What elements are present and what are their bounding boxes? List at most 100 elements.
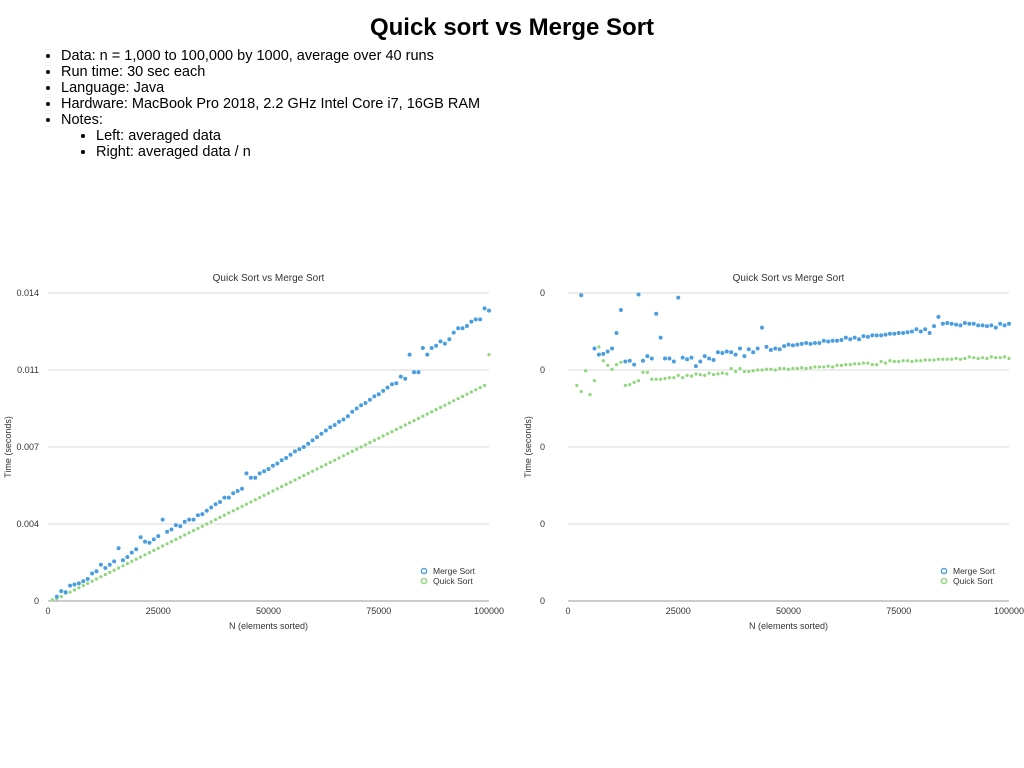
quick-point <box>403 423 407 427</box>
quick-point <box>831 365 835 369</box>
merge-point <box>213 502 218 507</box>
quick-point <box>632 380 636 384</box>
quick-point <box>116 566 121 570</box>
merge-point <box>936 314 941 319</box>
merge-point <box>954 322 959 327</box>
merge-point <box>592 346 597 351</box>
merge-point <box>742 354 747 359</box>
merge-point <box>381 388 386 393</box>
legend-marker <box>940 577 948 585</box>
bullet-item: Data: n = 1,000 to 100,000 by 1000, aver… <box>61 48 480 64</box>
quick-point <box>59 595 63 599</box>
merge-point <box>848 337 853 342</box>
merge-point <box>852 335 857 340</box>
quick-point <box>584 369 588 373</box>
merge-point <box>134 547 139 552</box>
x-tick-label: 50000 <box>776 606 801 616</box>
quick-point <box>985 356 989 361</box>
quick-point <box>826 364 830 368</box>
merge-point <box>958 323 963 328</box>
quick-point <box>1007 356 1011 361</box>
merge-point <box>949 321 954 326</box>
quick-point <box>416 416 421 420</box>
quick-point <box>125 562 129 566</box>
quick-point <box>319 465 324 469</box>
merge-point <box>456 326 461 331</box>
quick-point <box>976 356 980 361</box>
merge-point <box>292 449 297 454</box>
quick-point <box>857 362 861 366</box>
merge-point <box>843 335 848 340</box>
quick-point <box>822 365 826 369</box>
merge-point <box>266 467 271 471</box>
quick-point <box>460 394 465 398</box>
merge-point <box>173 523 178 528</box>
quick-point <box>231 509 235 513</box>
quick-point <box>381 434 385 438</box>
quick-point <box>363 443 368 447</box>
quick-point <box>94 577 99 581</box>
merge-point <box>350 409 355 414</box>
quick-point <box>861 361 866 365</box>
merge-point <box>464 324 469 328</box>
merge-point <box>680 355 685 360</box>
merge-point <box>636 292 641 297</box>
merge-point <box>830 338 835 343</box>
quick-point <box>817 365 821 369</box>
merge-point <box>389 382 394 387</box>
merge-point <box>116 546 121 551</box>
merge-point <box>460 326 465 331</box>
quick-point <box>769 367 773 371</box>
merge-point <box>971 321 976 326</box>
merge-point <box>901 331 906 336</box>
merge-point <box>125 555 130 559</box>
merge-point <box>90 571 95 576</box>
quick-point <box>905 359 910 363</box>
merge-point <box>482 306 487 311</box>
quick-point <box>469 390 473 394</box>
quick-point <box>425 412 429 416</box>
merge-point <box>579 293 584 298</box>
quick-point <box>218 515 222 519</box>
quick-point <box>315 467 319 471</box>
quick-point <box>601 359 605 363</box>
merge-point <box>129 550 134 555</box>
merge-point <box>372 394 377 399</box>
quick-point <box>848 363 852 367</box>
quick-point <box>139 555 143 559</box>
merge-point <box>473 317 478 322</box>
quick-point <box>839 363 844 367</box>
quick-point <box>191 529 196 533</box>
merge-point <box>711 357 716 362</box>
y-tick-label: 0.007 <box>16 442 39 452</box>
quick-point <box>844 363 848 367</box>
quick-point <box>654 377 658 381</box>
quick-point <box>764 367 769 371</box>
merge-point <box>107 562 112 567</box>
quick-point <box>747 369 751 374</box>
merge-point <box>932 324 937 329</box>
merge-point <box>826 339 831 344</box>
quick-point <box>720 371 724 375</box>
quick-point <box>108 570 112 574</box>
y-tick-label: 0.011 <box>17 365 39 375</box>
quick-point <box>1002 355 1007 359</box>
merge-point <box>288 452 293 457</box>
quick-point <box>350 449 354 453</box>
quick-point <box>337 456 341 460</box>
quick-point <box>676 373 680 377</box>
quick-point <box>681 376 685 380</box>
merge-point <box>870 333 875 338</box>
quick-point <box>725 372 729 376</box>
quick-point <box>487 353 491 357</box>
quick-point <box>306 471 310 475</box>
merge-point <box>416 370 421 375</box>
quick-point <box>786 367 791 371</box>
quick-point <box>756 368 760 372</box>
merge-point <box>253 475 258 480</box>
y-tick-label: 0.014 <box>16 288 39 298</box>
quick-point <box>711 373 716 377</box>
y-axis-label: Time (seconds) <box>3 416 13 478</box>
merge-point <box>909 329 914 334</box>
quick-point <box>919 359 923 363</box>
